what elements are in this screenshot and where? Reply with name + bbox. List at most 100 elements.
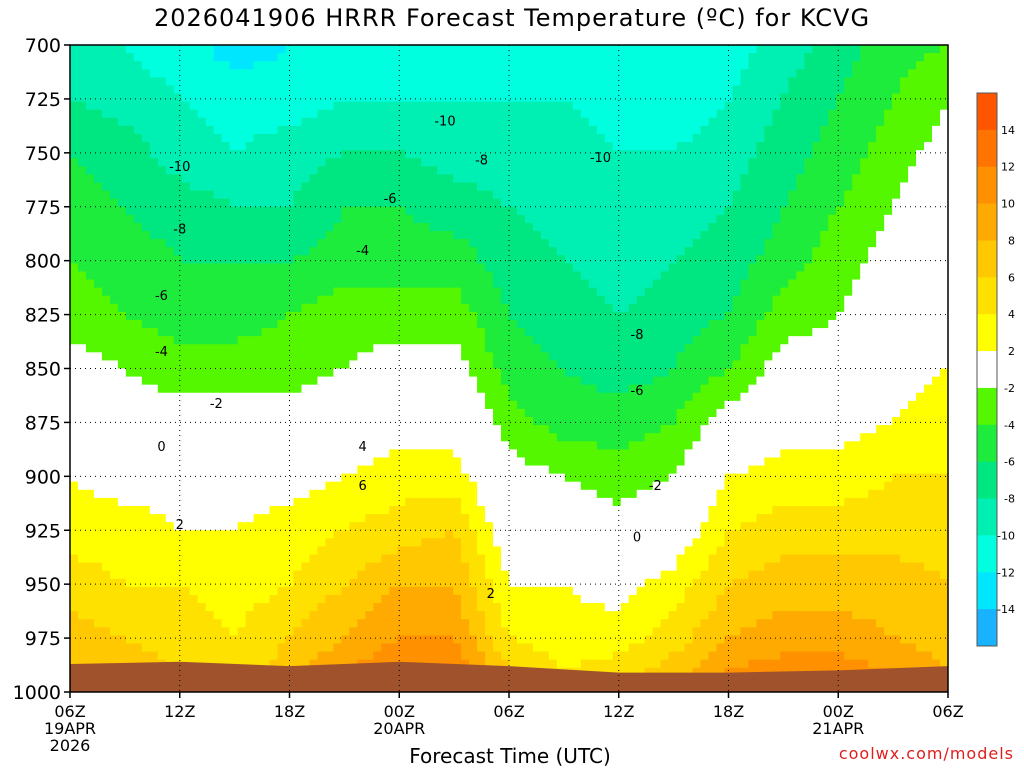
temperature-cell — [524, 303, 534, 313]
temperature-cell — [469, 562, 478, 572]
temperature-cell — [453, 271, 462, 281]
temperature-cell — [469, 473, 478, 483]
temperature-cell — [357, 85, 366, 95]
temperature-cell — [532, 125, 542, 135]
temperature-cell — [261, 425, 271, 434]
temperature-cell — [341, 449, 350, 459]
temperature-cell — [461, 344, 470, 353]
temperature-cell — [117, 586, 127, 596]
temperature-cell — [245, 473, 255, 483]
temperature-cell — [333, 150, 342, 159]
temperature-cell — [317, 222, 327, 232]
temperature-cell — [149, 125, 159, 135]
temperature-cell — [413, 198, 422, 208]
temperature-cell — [453, 303, 462, 313]
temperature-cell — [77, 263, 87, 273]
temperature-cell — [133, 360, 143, 370]
temperature-cell — [317, 206, 327, 216]
temperature-cell — [540, 231, 550, 240]
temperature-cell — [405, 311, 414, 321]
temperature-cell — [532, 206, 542, 216]
temperature-cell — [485, 319, 494, 329]
temperature-cell — [501, 530, 510, 539]
temperature-cell — [125, 222, 135, 232]
temperature-cell — [421, 53, 430, 62]
temperature-cell — [229, 239, 239, 248]
temperature-cell — [532, 554, 542, 564]
temperature-cell — [333, 546, 342, 556]
temperature-cell — [141, 109, 151, 119]
temperature-cell — [405, 319, 414, 329]
temperature-cell — [365, 352, 374, 362]
temperature-cell — [325, 417, 334, 426]
temperature-cell — [221, 352, 231, 362]
temperature-cell — [532, 222, 542, 232]
temperature-cell — [301, 441, 311, 450]
temperature-cell — [181, 117, 191, 127]
temperature-cell — [205, 166, 215, 175]
temperature-cell — [564, 311, 574, 321]
temperature-cell — [109, 166, 119, 175]
temperature-cell — [325, 392, 334, 402]
temperature-cell — [413, 53, 422, 62]
temperature-cell — [85, 214, 95, 224]
temperature-cell — [165, 368, 175, 378]
temperature-cell — [117, 295, 127, 305]
temperature-cell — [125, 319, 135, 329]
temperature-cell — [461, 142, 470, 151]
temperature-cell — [365, 489, 374, 499]
temperature-cell — [245, 570, 255, 580]
temperature-cell — [453, 538, 462, 548]
temperature-cell — [405, 279, 414, 289]
temperature-cell — [165, 352, 175, 362]
temperature-cell — [285, 619, 295, 628]
temperature-cell — [341, 53, 350, 62]
temperature-cell — [325, 554, 334, 564]
temperature-cell — [253, 546, 263, 556]
temperature-cell — [373, 247, 382, 256]
temperature-cell — [341, 206, 350, 216]
temperature-cell — [461, 214, 470, 224]
temperature-cell — [101, 328, 111, 337]
temperature-cell — [125, 603, 135, 612]
temperature-cell — [485, 61, 494, 70]
temperature-cell — [125, 263, 135, 273]
temperature-cell — [349, 562, 358, 572]
temperature-cell — [349, 352, 358, 362]
temperature-cell — [285, 481, 295, 491]
temperature-cell — [109, 328, 119, 337]
temperature-cell — [293, 425, 303, 434]
temperature-cell — [556, 231, 566, 240]
temperature-cell — [237, 514, 247, 523]
temperature-cell — [341, 85, 350, 95]
temperature-cell — [540, 433, 550, 442]
temperature-cell — [317, 133, 327, 143]
temperature-cell — [405, 109, 414, 119]
temperature-cell — [405, 263, 414, 273]
temperature-cell — [357, 522, 366, 531]
temperature-cell — [501, 465, 510, 475]
temperature-cell — [381, 627, 390, 636]
temperature-cell — [453, 231, 462, 240]
temperature-cell — [461, 368, 470, 378]
temperature-cell — [261, 546, 271, 556]
temperature-cell — [405, 651, 414, 661]
temperature-cell — [101, 311, 111, 321]
temperature-cell — [205, 158, 215, 167]
temperature-cell — [277, 206, 287, 216]
temperature-cell — [501, 85, 510, 95]
temperature-cell — [285, 222, 295, 232]
temperature-cell — [349, 473, 358, 483]
temperature-cell — [173, 586, 183, 596]
temperature-cell — [365, 133, 374, 143]
temperature-cell — [269, 174, 279, 184]
temperature-cell — [564, 287, 574, 297]
temperature-cell — [285, 425, 295, 434]
temperature-cell — [317, 336, 327, 345]
temperature-cell — [157, 303, 167, 313]
temperature-cell — [189, 263, 199, 273]
temperature-cell — [269, 651, 279, 661]
temperature-cell — [540, 376, 550, 386]
temperature-cell — [429, 635, 438, 645]
temperature-cell — [101, 45, 111, 54]
